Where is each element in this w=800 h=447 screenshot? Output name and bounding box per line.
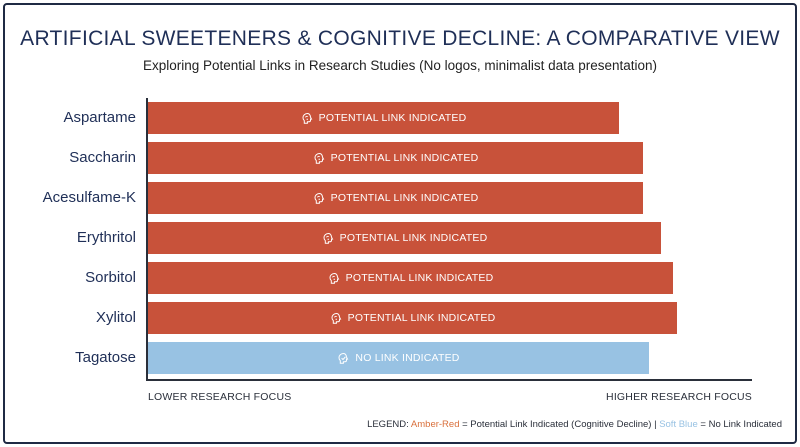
bar-sorbitol: POTENTIAL LINK INDICATED	[148, 262, 673, 294]
brain-question-icon	[322, 232, 335, 245]
bar-data-label: POTENTIAL LINK INDICATED	[347, 312, 496, 324]
chart-title: ARTIFICIAL SWEETENERS & COGNITIVE DECLIN…	[20, 27, 780, 50]
bar-saccharin: POTENTIAL LINK INDICATED	[148, 142, 643, 174]
bar-data-label: NO LINK INDICATED	[355, 352, 460, 364]
brain-question-icon	[330, 312, 343, 325]
bar-erythritol: POTENTIAL LINK INDICATED	[148, 222, 661, 254]
brain-question-icon	[313, 192, 326, 205]
brain-question-icon	[301, 112, 314, 125]
y-tick-label-aspartame: Aspartame	[63, 109, 136, 126]
x-axis-right-label: HIGHER RESEARCH FOCUS	[606, 391, 752, 403]
chart-subtitle: Exploring Potential Links in Research St…	[142, 58, 657, 73]
legend-no-link-term: Soft Blue	[659, 419, 698, 430]
bar-data-label: POTENTIAL LINK INDICATED	[345, 272, 494, 284]
y-tick-label-sorbitol: Sorbitol	[85, 269, 136, 286]
y-axis-line	[146, 98, 148, 380]
bar-acesulfame-k: POTENTIAL LINK INDICATED	[148, 182, 643, 214]
legend-no-link-desc: = No Link Indicated	[700, 419, 782, 430]
bar-data-label: POTENTIAL LINK INDICATED	[330, 152, 479, 164]
bar-data-label: POTENTIAL LINK INDICATED	[330, 192, 479, 204]
brain-question-icon	[313, 152, 326, 165]
brain-check-icon	[337, 352, 350, 365]
y-tick-label-saccharin: Saccharin	[69, 149, 136, 166]
y-tick-label-tagatose: Tagatose	[75, 349, 136, 366]
y-tick-label-xylitol: Xylitol	[95, 309, 136, 326]
x-axis-left-label: LOWER RESEARCH FOCUS	[148, 391, 292, 403]
bar-data-label: POTENTIAL LINK INDICATED	[339, 232, 488, 244]
x-axis-line	[146, 379, 752, 381]
legend-link-term: Amber-Red	[410, 419, 460, 430]
y-tick-label-acesulfame-k: Acesulfame-K	[42, 189, 136, 206]
brain-question-icon	[328, 272, 341, 285]
y-tick-label-erythritol: Erythritol	[76, 229, 136, 246]
bar-data-label: POTENTIAL LINK INDICATED	[318, 112, 467, 124]
legend-prefix: LEGEND:	[367, 419, 409, 430]
legend-link-desc: = Potential Link Indicated (Cognitive De…	[462, 419, 657, 430]
bar-aspartame: POTENTIAL LINK INDICATED	[148, 102, 619, 134]
bar-tagatose: NO LINK INDICATED	[148, 342, 649, 374]
bar-xylitol: POTENTIAL LINK INDICATED	[148, 302, 677, 334]
legend: LEGEND: Amber-Red = Potential Link Indic…	[367, 419, 782, 430]
